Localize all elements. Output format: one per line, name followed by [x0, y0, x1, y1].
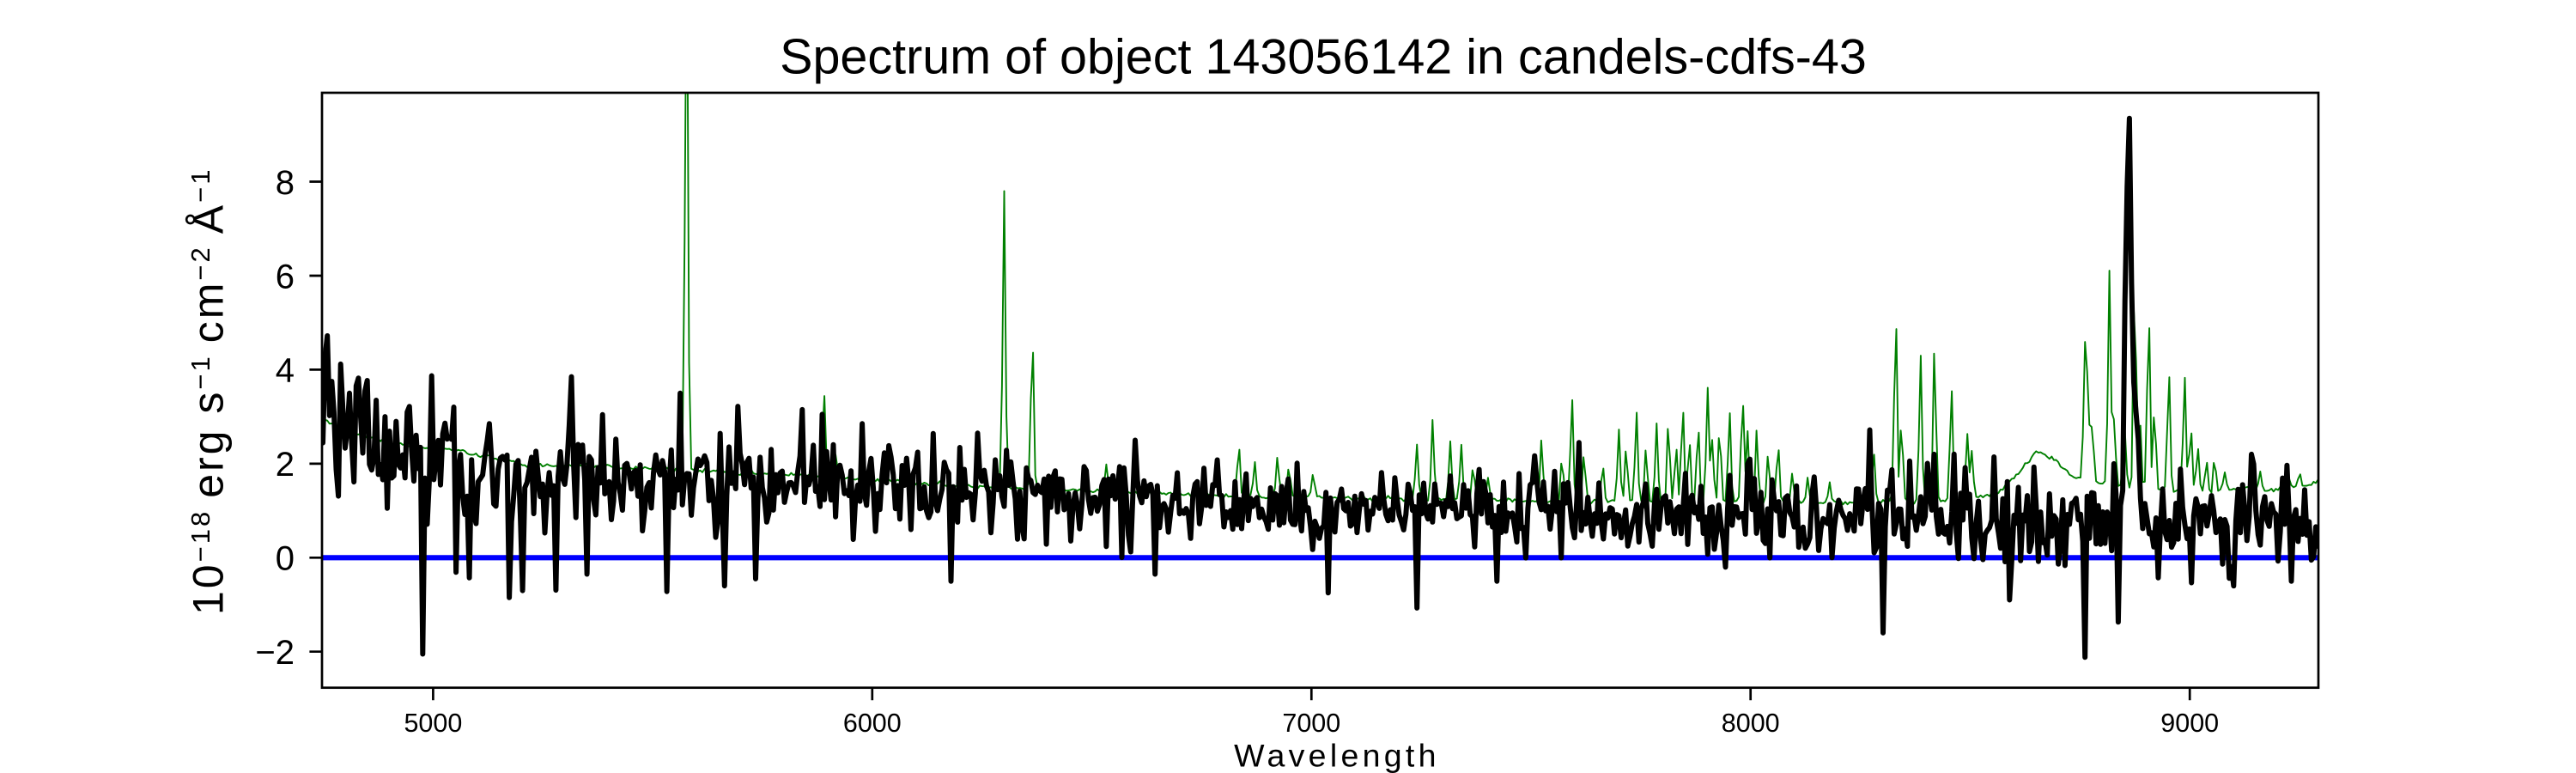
svg-text:0: 0: [276, 540, 295, 578]
svg-text:9000: 9000: [2160, 709, 2219, 738]
svg-text:7000: 7000: [1282, 709, 1340, 738]
svg-text:Spectrum of object 143056142 i: Spectrum of object 143056142 in candels-…: [780, 30, 1867, 85]
svg-text:6000: 6000: [843, 709, 902, 738]
svg-text:4: 4: [276, 352, 295, 390]
svg-text:−2: −2: [255, 634, 295, 672]
svg-text:8: 8: [276, 164, 295, 202]
svg-text:6: 6: [276, 258, 295, 295]
svg-text:8000: 8000: [1722, 709, 1780, 738]
svg-text:2: 2: [276, 446, 295, 484]
svg-text:5000: 5000: [404, 709, 462, 738]
svg-text:Wavelength: Wavelength: [1234, 737, 1440, 773]
